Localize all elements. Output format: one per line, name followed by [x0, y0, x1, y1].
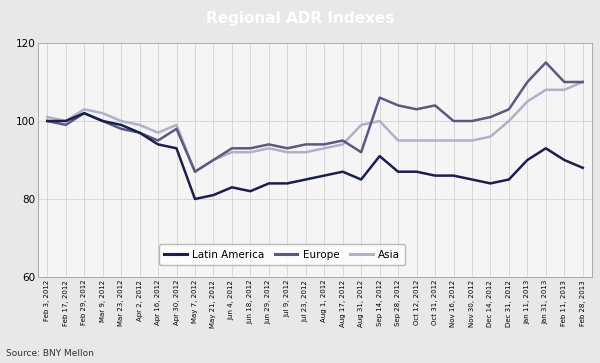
Text: Source: BNY Mellon: Source: BNY Mellon [6, 350, 94, 359]
Text: Regional ADR Indexes: Regional ADR Indexes [206, 12, 394, 26]
Legend: Latin America, Europe, Asia: Latin America, Europe, Asia [158, 244, 405, 265]
